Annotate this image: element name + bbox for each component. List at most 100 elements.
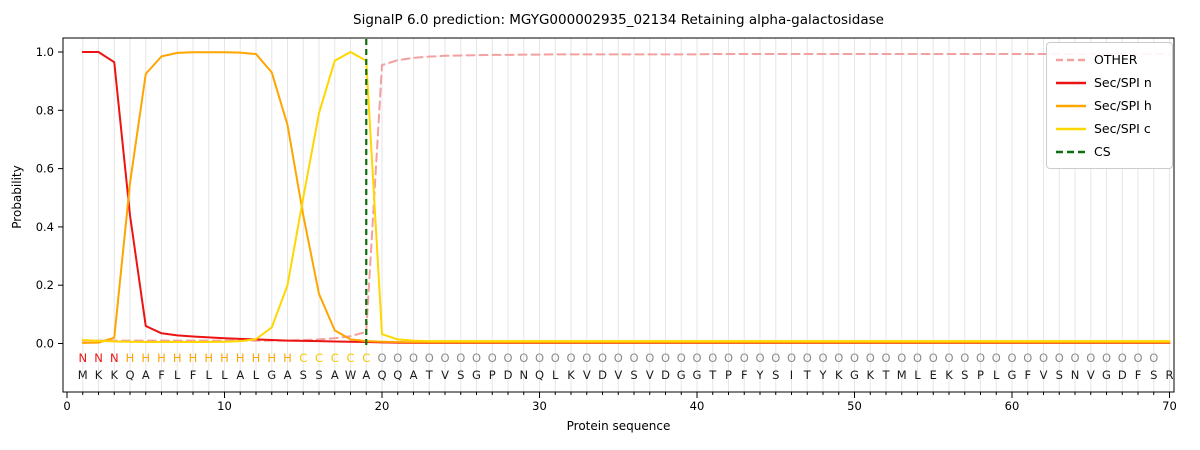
x-tick-label: 20 bbox=[375, 399, 390, 413]
legend-line-sample bbox=[1056, 127, 1086, 130]
x-tick-label: 0 bbox=[63, 399, 70, 413]
sequence-letter: Q bbox=[125, 368, 134, 382]
legend-label: Sec/SPI n bbox=[1094, 75, 1152, 90]
region-label-letter: O bbox=[629, 351, 638, 365]
sequence-letter: K bbox=[95, 368, 103, 382]
sequence-letter: G bbox=[1102, 368, 1111, 382]
series-line-other bbox=[81, 53, 1171, 342]
region-label-letter: H bbox=[236, 351, 245, 365]
sequence-letter: G bbox=[850, 368, 859, 382]
sequence-letter: R bbox=[1166, 368, 1174, 382]
x-tick-label: 50 bbox=[847, 399, 862, 413]
region-label-letter: H bbox=[173, 351, 182, 365]
region-label-letter: O bbox=[377, 351, 386, 365]
sequence-letter: G bbox=[1008, 368, 1017, 382]
x-tick-label: 40 bbox=[690, 399, 705, 413]
region-label-letter: H bbox=[126, 351, 135, 365]
sequence-letter: G bbox=[472, 368, 481, 382]
sequence-letter: L bbox=[253, 368, 260, 382]
region-label-letter: H bbox=[141, 351, 150, 365]
region-label-letter: N bbox=[94, 351, 103, 365]
region-label-letter: O bbox=[582, 351, 591, 365]
region-label-letter: H bbox=[220, 351, 229, 365]
sequence-letter: D bbox=[661, 368, 670, 382]
sequence-letter: Y bbox=[818, 368, 827, 382]
legend-item-sec-spi-n: Sec/SPI n bbox=[1047, 71, 1172, 94]
legend-item-sec-spi-h: Sec/SPI h bbox=[1047, 94, 1172, 117]
sequence-letter: A bbox=[331, 368, 339, 382]
region-label-letter: O bbox=[740, 351, 749, 365]
sequence-letter: V bbox=[614, 368, 622, 382]
sequence-letter: L bbox=[206, 368, 213, 382]
region-label-letter: O bbox=[1039, 351, 1048, 365]
x-tick-label: 10 bbox=[217, 399, 232, 413]
sequence-letter: D bbox=[1118, 368, 1127, 382]
y-tick-label: 0.4 bbox=[36, 220, 54, 234]
legend-item-other: OTHER bbox=[1047, 48, 1172, 71]
sequence-letter: E bbox=[930, 368, 937, 382]
y-tick-label: 0.2 bbox=[36, 278, 54, 292]
sequence-letter: V bbox=[583, 368, 591, 382]
region-label-letter: O bbox=[472, 351, 481, 365]
sequence-letter: N bbox=[1071, 368, 1080, 382]
sequence-letter: T bbox=[425, 368, 434, 382]
region-label-letter: N bbox=[78, 351, 87, 365]
sequence-letter: Y bbox=[755, 368, 764, 382]
region-label-letter: O bbox=[771, 351, 780, 365]
region-label-letter: O bbox=[1149, 351, 1158, 365]
region-label-letter: C bbox=[315, 351, 323, 365]
sequence-letter: S bbox=[300, 368, 307, 382]
sequence-letter: D bbox=[504, 368, 513, 382]
sequence-letter: F bbox=[190, 368, 197, 382]
region-label-letter: O bbox=[503, 351, 512, 365]
legend-line-sample bbox=[1056, 150, 1086, 153]
sequence-letter: F bbox=[741, 368, 748, 382]
y-tick-label: 0.6 bbox=[36, 162, 54, 176]
sequence-letter: P bbox=[977, 368, 984, 382]
sequence-letter: I bbox=[790, 368, 793, 382]
y-tick-label: 0.0 bbox=[36, 337, 54, 351]
legend-line-sample bbox=[1056, 104, 1086, 107]
sequence-letter: K bbox=[110, 368, 118, 382]
region-label-letter: O bbox=[881, 351, 890, 365]
y-tick-label: 0.8 bbox=[36, 103, 54, 117]
sequence-letter: G bbox=[677, 368, 686, 382]
region-label-letter: O bbox=[1086, 351, 1095, 365]
sequence-letter: L bbox=[221, 368, 228, 382]
sequence-letter: L bbox=[914, 368, 921, 382]
region-label-letter: O bbox=[1118, 351, 1127, 365]
sequence-letter: Q bbox=[377, 368, 386, 382]
series-line-sec-spi-n bbox=[81, 51, 1171, 344]
region-label-letter: O bbox=[755, 351, 764, 365]
region-label-letter: O bbox=[535, 351, 544, 365]
sequence-letter: M bbox=[78, 368, 88, 382]
region-label-letter: O bbox=[1055, 351, 1064, 365]
region-label-letter: O bbox=[1133, 351, 1142, 365]
region-label-letter: O bbox=[913, 351, 922, 365]
sequence-letter: V bbox=[441, 368, 449, 382]
region-label-letter: O bbox=[787, 351, 796, 365]
sequence-letter: P bbox=[725, 368, 732, 382]
sequence-letter: K bbox=[945, 368, 953, 382]
sequence-letter: W bbox=[345, 368, 356, 382]
sequence-letter: S bbox=[457, 368, 464, 382]
sequence-letter: L bbox=[993, 368, 1000, 382]
y-tick-label: 1.0 bbox=[36, 45, 54, 59]
sequence-letter: S bbox=[630, 368, 637, 382]
sequence-letter: K bbox=[567, 368, 575, 382]
region-label-letter: O bbox=[614, 351, 623, 365]
region-label-letter: C bbox=[346, 351, 354, 365]
region-label-letter: O bbox=[566, 351, 575, 365]
series-line-sec-spi-c bbox=[81, 51, 1171, 344]
sequence-letter: L bbox=[552, 368, 559, 382]
sequence-letter: T bbox=[708, 368, 717, 382]
region-label-letter: O bbox=[850, 351, 859, 365]
sequence-letter: K bbox=[835, 368, 843, 382]
region-label-letter: O bbox=[1070, 351, 1079, 365]
legend-label: CS bbox=[1094, 144, 1111, 159]
legend-item-cs: CS bbox=[1047, 140, 1172, 163]
sequence-letter: S bbox=[961, 368, 968, 382]
sequence-letter: Q bbox=[393, 368, 402, 382]
sequence-letter: F bbox=[1024, 368, 1031, 382]
